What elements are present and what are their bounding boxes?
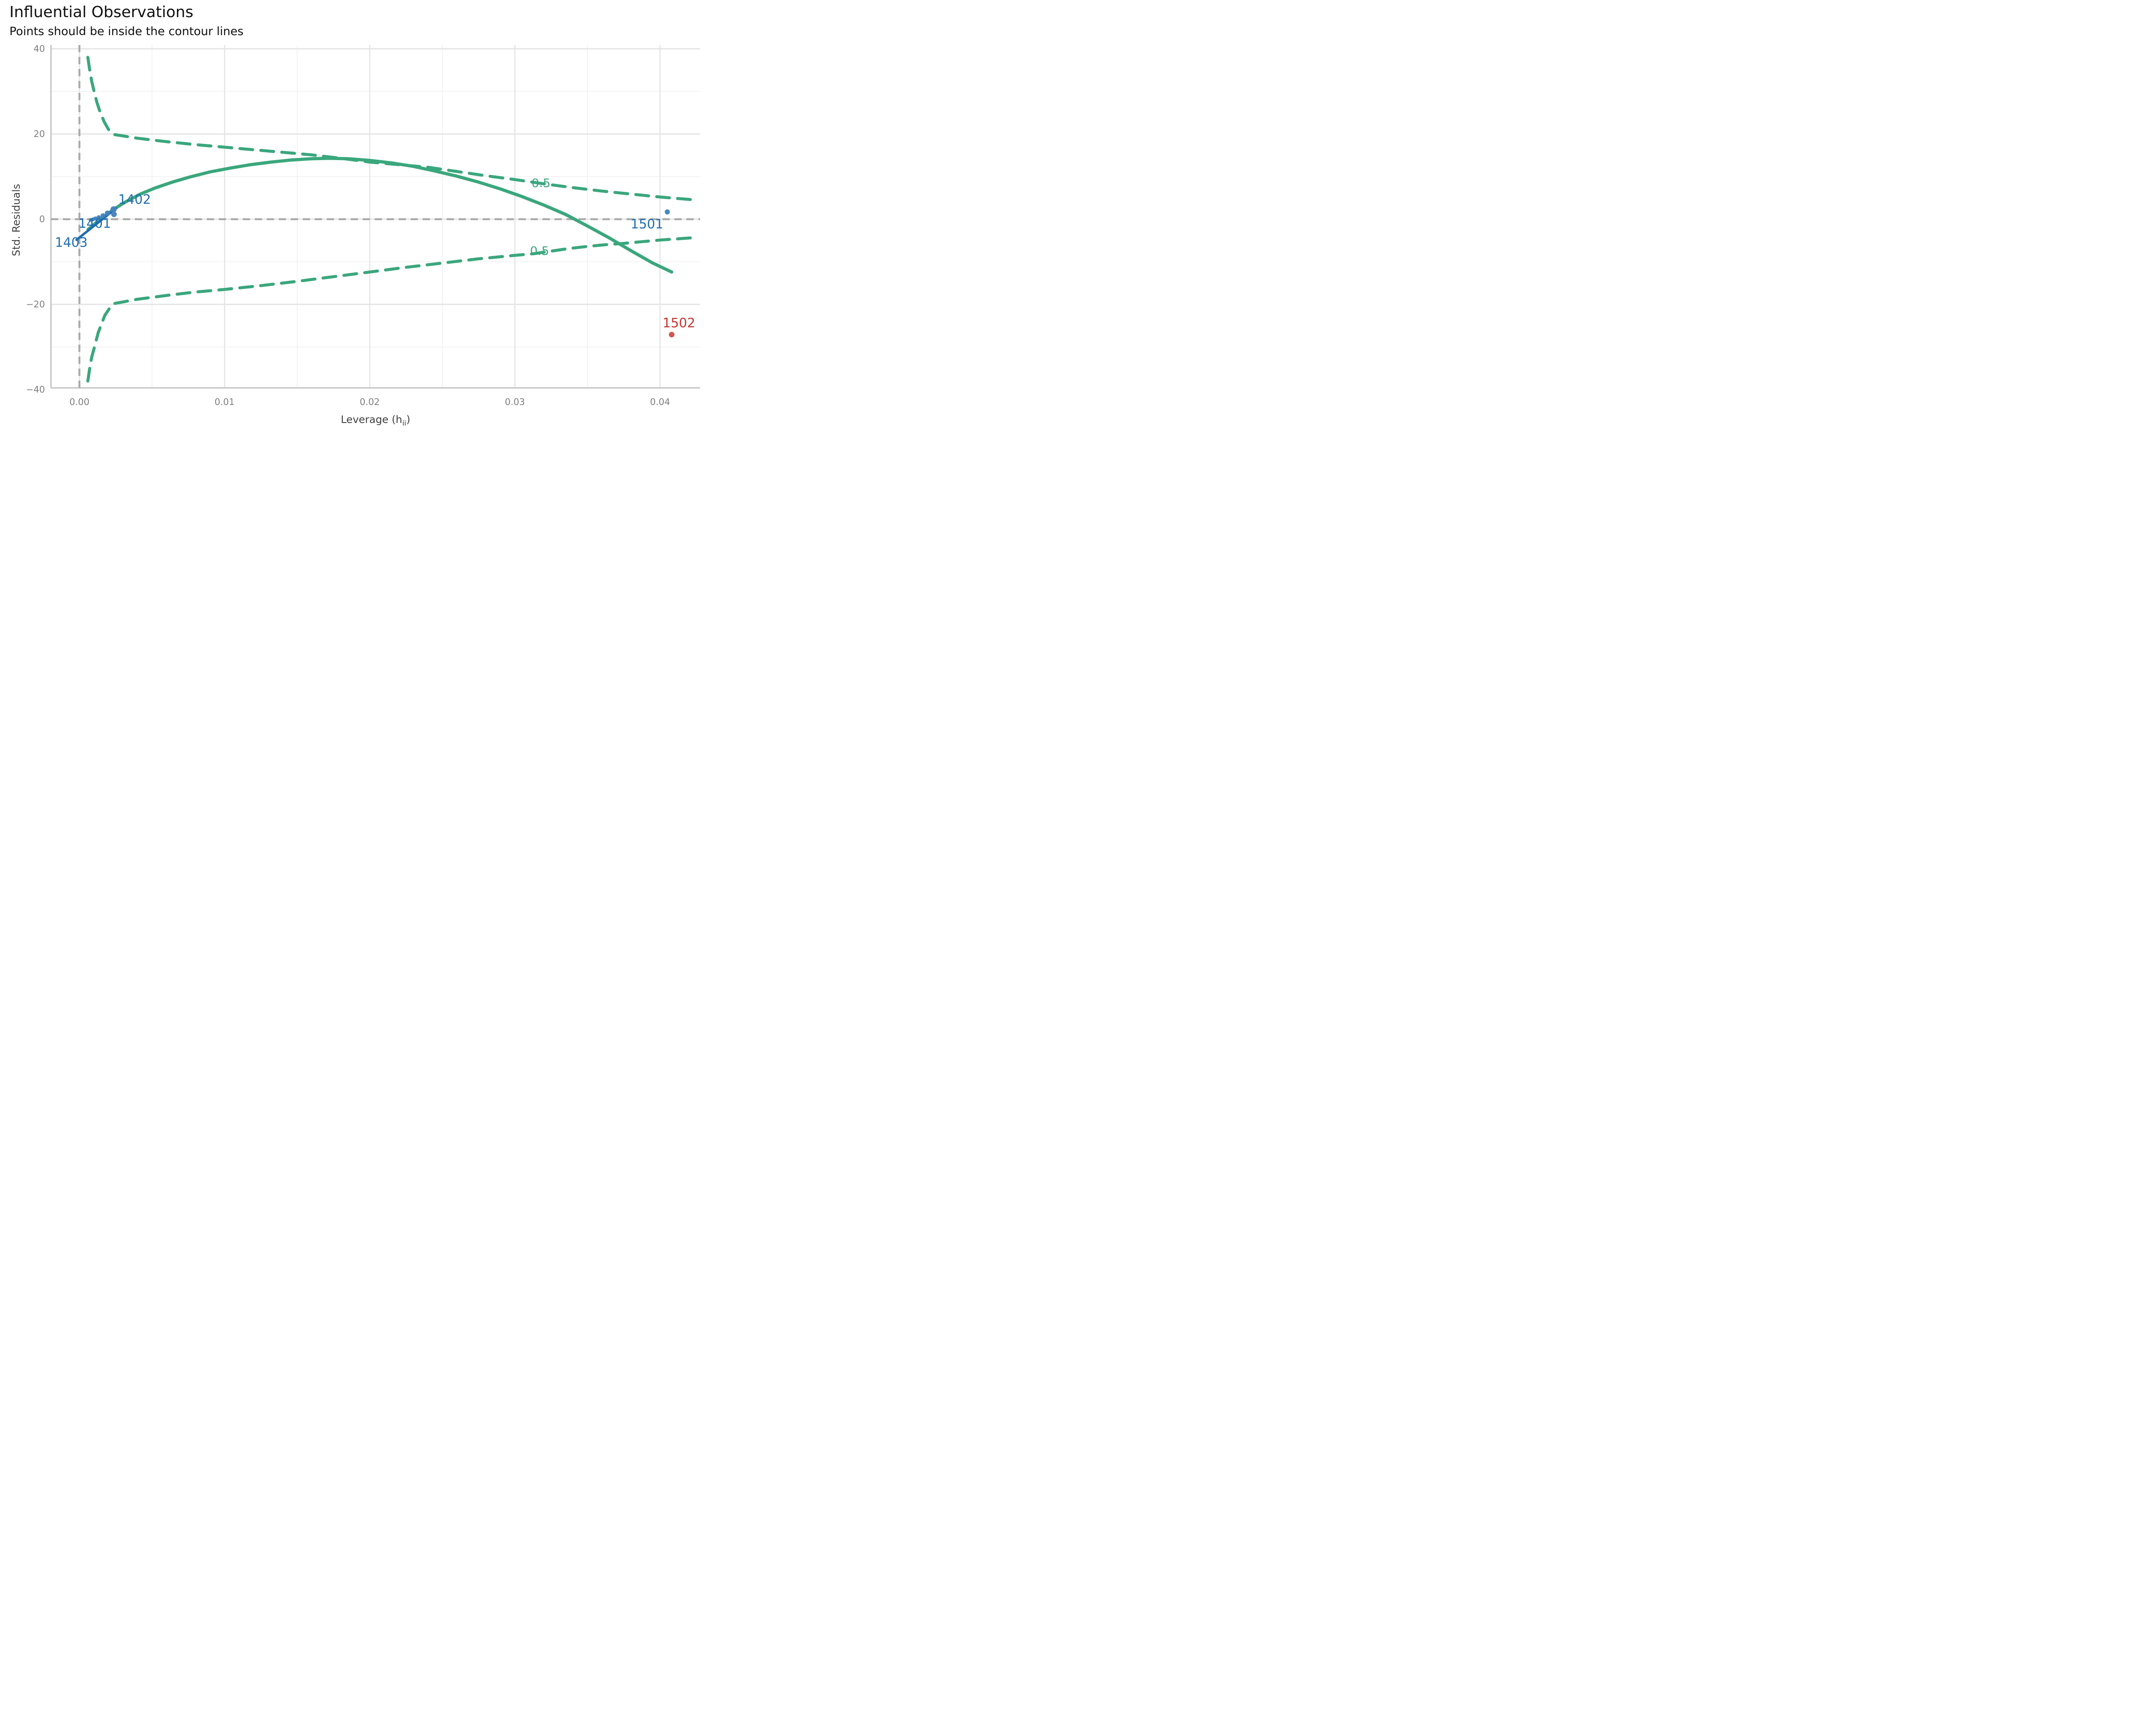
x-tick-label-0.01: 0.01 (215, 397, 235, 407)
x-axis-title-subscript: ii (402, 419, 406, 428)
point-label-1402: 1402 (118, 192, 151, 207)
y-tick-label-−20: −20 (26, 299, 45, 310)
cook-contour-upper (86, 56, 698, 202)
x-axis-title-main: Leverage (h (340, 414, 403, 426)
data-point-red (669, 332, 675, 338)
x-axis-title: Leverage (hii) (341, 414, 410, 428)
y-axis-title-text: Std. Residuals (10, 184, 22, 256)
cook-contour-lower (86, 236, 698, 383)
data-point-blue (111, 211, 117, 217)
plot-title: Influential Observations (9, 3, 194, 21)
data-point-blue (93, 216, 98, 221)
data-point-blue (665, 209, 670, 215)
data-point-blue (110, 206, 117, 213)
influence-plot-figure: 1402 1401 1403 1501 1502 0.5 0.5 0.00 0.01 0.02 0.… (0, 0, 703, 434)
x-tick-label-0.02: 0.02 (360, 397, 380, 407)
data-point-blue (100, 213, 105, 218)
data-point-blue (96, 215, 101, 220)
x-tick-label-0.00: 0.00 (69, 397, 89, 407)
point-label-1502: 1502 (662, 316, 695, 331)
point-label-1501: 1501 (631, 217, 663, 232)
y-tick-label-20: 20 (33, 129, 45, 139)
x-axis-title-close: ) (406, 414, 411, 426)
y-tick-label-−40: −40 (26, 384, 45, 395)
data-point-blue (104, 210, 110, 216)
x-tick-label-0.04: 0.04 (650, 397, 670, 407)
y-tick-label-0: 0 (39, 214, 45, 224)
contour-level-label: 0.5 (530, 244, 549, 258)
contour-level-label: 0.5 (531, 176, 551, 190)
point-label-1403: 1403 (55, 235, 87, 250)
smooth-fit-curve (86, 156, 674, 274)
y-tick-label-40: 40 (33, 44, 45, 54)
plot-subtitle: Points should be inside the contour line… (9, 25, 244, 38)
x-tick-label-0.03: 0.03 (505, 397, 525, 407)
point-label-1401: 1401 (78, 216, 111, 231)
y-axis-title: Std. Residuals (10, 177, 22, 263)
plot-canvas: 1402 1401 1403 1501 1502 0.5 0.5 0.00 0.01 0.02 0.… (26, 44, 700, 407)
